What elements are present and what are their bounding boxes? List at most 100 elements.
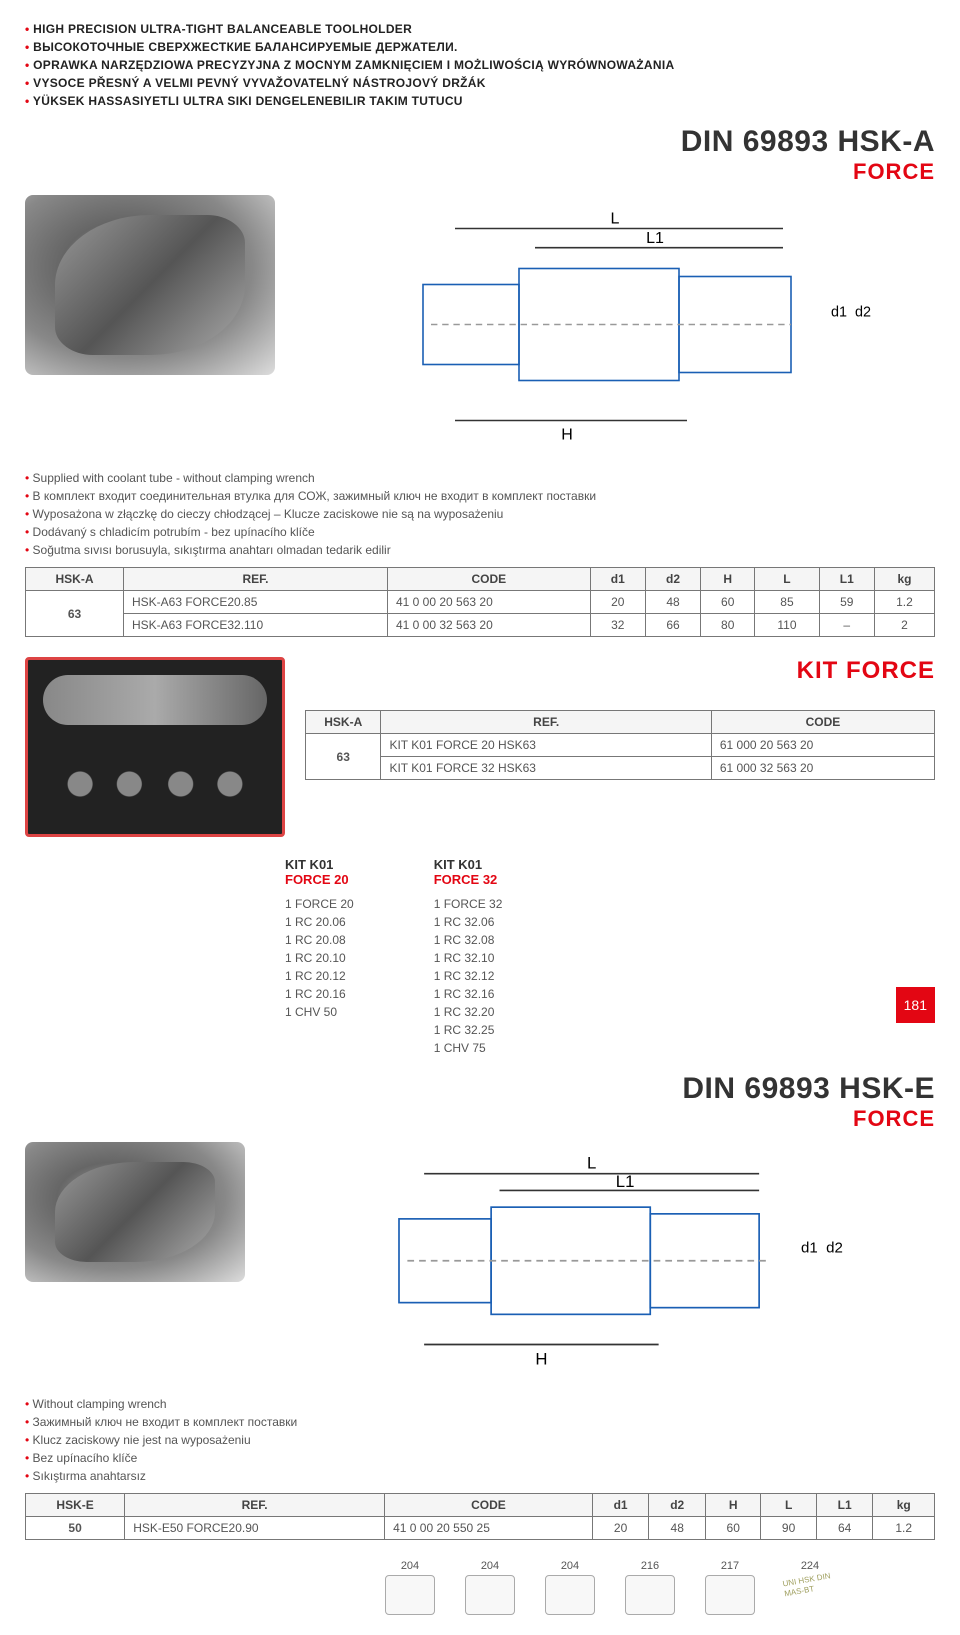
note-item: Зажимный ключ не входит в комплект поста… [25, 1413, 935, 1431]
footer-icon [545, 1575, 595, 1615]
note-item: Sıkıştırma anahtarsız [25, 1467, 935, 1485]
td: 48 [649, 1516, 706, 1539]
th: CODE [711, 711, 934, 734]
td: 1.2 [874, 591, 934, 614]
table-row: 63 HSK-A63 FORCE20.85 41 0 00 20 563 20 … [26, 591, 935, 614]
diag-label-L1: L1 [646, 230, 664, 247]
kit-col-sub: FORCE 32 [434, 872, 503, 887]
kit-item: 1 RC 32.20 [434, 1003, 503, 1021]
td: 32 [590, 614, 645, 637]
kit-item: 1 RC 32.10 [434, 949, 503, 967]
kit-item: 1 RC 20.10 [285, 949, 354, 967]
table-row: KIT K01 FORCE 32 HSK63 61 000 32 563 20 [306, 757, 935, 780]
section2-title-block: DIN 69893 HSK-E FORCE [25, 1072, 935, 1132]
section1-title: DIN 69893 HSK-A [25, 125, 935, 159]
footer-icon-block: 204 [465, 1560, 515, 1615]
table-header-row: HSK-A REF. CODE [306, 711, 935, 734]
td: 80 [701, 614, 755, 637]
th: d2 [645, 568, 700, 591]
td: 110 [755, 614, 819, 637]
bullet-item: OPRAWKA NARZĘDZIOWA PRECYZYJNA Z MOCNYM … [25, 56, 935, 74]
kit-item: 1 FORCE 32 [434, 895, 503, 913]
diag-label-d2: d2 [855, 305, 871, 321]
kit-item: 1 RC 32.06 [434, 913, 503, 931]
section2-title: DIN 69893 HSK-E [25, 1072, 935, 1106]
note-item: Soğutma sıvısı borusuyla, sıkıştırma ana… [25, 541, 935, 559]
th: L [755, 568, 819, 591]
th: kg [873, 1493, 935, 1516]
kit-col-head: KIT K01 [434, 857, 503, 872]
th: kg [874, 568, 934, 591]
kit-item: 1 RC 32.08 [434, 931, 503, 949]
bullet-item: ВЫСОКОТОЧНЫЕ СВЕРХЖЕСТКИЕ БАЛАНСИРУЕМЫЕ … [25, 38, 935, 56]
bullet-item: VYSOCE PŘESNÝ A VELMI PEVNÝ VYVAŽOVATELN… [25, 74, 935, 92]
kit-item: 1 RC 32.12 [434, 967, 503, 985]
note-item: Without clamping wrench [25, 1395, 935, 1413]
diag-label-d1: d1 [831, 305, 847, 321]
section2-subtitle: FORCE [25, 1106, 935, 1132]
th: L [761, 1493, 816, 1516]
technical-diagram: L L1 H d1 d2 [295, 195, 935, 454]
bullet-item: HIGH PRECISION ULTRA-TIGHT BALANCEABLE T… [25, 20, 935, 38]
td: 60 [706, 1516, 761, 1539]
diag-label-L: L [611, 211, 620, 228]
td: HSK-A63 FORCE20.85 [123, 591, 387, 614]
diag-label-H: H [561, 427, 573, 444]
svg-text:L: L [587, 1154, 596, 1173]
table-row: 50 HSK-E50 FORCE20.90 41 0 00 20 550 25 … [26, 1516, 935, 1539]
section1-row: L L1 H d1 d2 [25, 195, 935, 454]
td: 41 0 00 32 563 20 [387, 614, 590, 637]
note-item: Klucz zaciskowy nie jest na wyposażeniu [25, 1431, 935, 1449]
th: HSK-A [26, 568, 124, 591]
th: HSK-E [26, 1493, 125, 1516]
th: d1 [592, 1493, 649, 1516]
product-image [25, 1142, 245, 1282]
note-item: Bez upínacího klíče [25, 1449, 935, 1467]
table-row: 63 KIT K01 FORCE 20 HSK63 61 000 20 563 … [306, 734, 935, 757]
td: – [819, 614, 874, 637]
footer-icon-block: 204 [545, 1560, 595, 1615]
td-merge: 63 [26, 591, 124, 637]
td: KIT K01 FORCE 32 HSK63 [381, 757, 711, 780]
th: d2 [649, 1493, 706, 1516]
th: H [706, 1493, 761, 1516]
td: 85 [755, 591, 819, 614]
product-image [25, 195, 275, 375]
footer-icon: UNI HSK DIN MAS-BT [782, 1570, 838, 1618]
td: 60 [701, 591, 755, 614]
kit-item: 1 CHV 75 [434, 1039, 503, 1057]
note-item: В комплект входит соединительная втулка … [25, 487, 935, 505]
td: 64 [816, 1516, 873, 1539]
footer-icon-block: 217 [705, 1560, 755, 1615]
th: CODE [385, 1493, 593, 1516]
note-item: Supplied with coolant tube - without cla… [25, 469, 935, 487]
svg-text:L1: L1 [616, 1172, 635, 1191]
section2-row: L L1 H d1 d2 [25, 1142, 935, 1380]
td: 41 0 00 20 550 25 [385, 1516, 593, 1539]
footer-icon-row: 204 204 204 216 217 224UNI HSK DIN MAS-B… [25, 1560, 935, 1615]
footer-icon-block: 204 [385, 1560, 435, 1615]
th: REF. [123, 568, 387, 591]
td: 66 [645, 614, 700, 637]
svg-text:d1: d1 [801, 1239, 818, 1256]
svg-text:d2: d2 [826, 1239, 843, 1256]
page-number-tab: 181 [896, 987, 935, 1023]
footer-icon [625, 1575, 675, 1615]
header-bullets: HIGH PRECISION ULTRA-TIGHT BALANCEABLE T… [25, 20, 935, 110]
section2-notes: Without clamping wrench Зажимный ключ не… [25, 1395, 935, 1485]
footer-icon [385, 1575, 435, 1615]
kit-section: KIT FORCE HSK-A REF. CODE 63 KIT K01 FOR… [25, 657, 935, 837]
kit-table: HSK-A REF. CODE 63 KIT K01 FORCE 20 HSK6… [305, 710, 935, 780]
note-item: Dodávaný s chladicím potrubím - bez upín… [25, 523, 935, 541]
td: 61 000 32 563 20 [711, 757, 934, 780]
td: HSK-E50 FORCE20.90 [125, 1516, 385, 1539]
kit-col-sub: FORCE 20 [285, 872, 354, 887]
kit-image [25, 657, 285, 837]
td: 59 [819, 591, 874, 614]
footer-icon-block: 224UNI HSK DIN MAS-BT [785, 1560, 835, 1615]
footer-icon [465, 1575, 515, 1615]
td: HSK-A63 FORCE32.110 [123, 614, 387, 637]
note-item: Wyposażona w złączkę do cieczy chłodzące… [25, 505, 935, 523]
td: 50 [26, 1516, 125, 1539]
footer-icon [705, 1575, 755, 1615]
